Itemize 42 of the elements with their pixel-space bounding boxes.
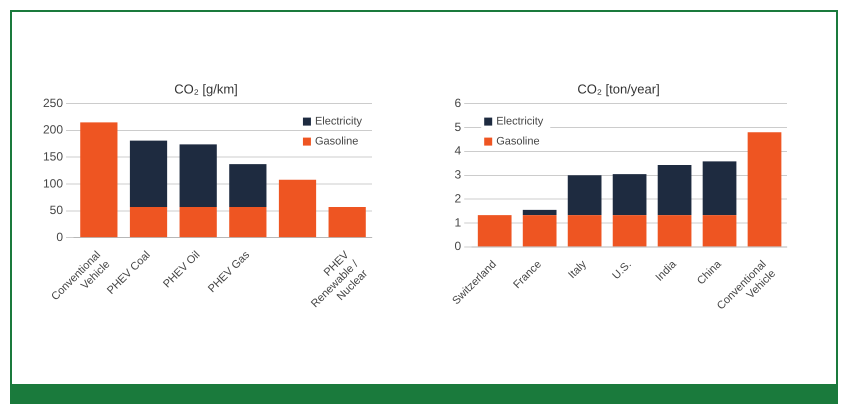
bar <box>522 215 557 246</box>
bar <box>658 164 692 216</box>
bar <box>130 207 168 238</box>
bar <box>80 122 118 238</box>
y-tick-label: 2 <box>454 191 462 206</box>
y-tick-label: 250 <box>42 96 64 110</box>
bar <box>612 174 646 216</box>
y-tick-label: 1 <box>454 215 462 230</box>
legend-label: Gasoline <box>314 136 358 148</box>
bar <box>702 161 736 216</box>
y-tick-label: 3 <box>454 168 462 182</box>
bar <box>702 215 736 246</box>
bar <box>328 207 366 238</box>
legend-label: Gasoline <box>496 136 540 148</box>
bar <box>658 215 692 246</box>
bar <box>522 210 557 216</box>
y-tick-label: 50 <box>50 203 64 218</box>
x-tick-label: U.S. <box>610 258 634 282</box>
chart-title: CO₂ [ton/year] <box>577 81 660 96</box>
x-tick-label: Italy <box>566 258 590 282</box>
bar <box>130 140 168 208</box>
y-tick-label: 200 <box>42 122 64 137</box>
y-tick-label: 5 <box>454 120 462 134</box>
bar <box>568 215 602 246</box>
bar <box>180 144 217 208</box>
bar <box>568 175 602 216</box>
y-tick-label: 6 <box>454 96 462 110</box>
y-tick-label: 0 <box>56 230 64 244</box>
y-tick-label: 100 <box>42 176 64 190</box>
bar <box>229 164 266 208</box>
bar <box>180 207 217 238</box>
legend-label: Electricity <box>496 116 544 128</box>
y-tick-label: 0 <box>454 239 462 254</box>
legend-label: Electricity <box>314 116 362 128</box>
bar <box>748 132 782 246</box>
bar <box>612 215 646 246</box>
bar <box>278 180 316 238</box>
bar <box>229 207 266 238</box>
y-tick-label: 4 <box>454 144 462 158</box>
bar <box>478 215 512 246</box>
y-tick-label: 150 <box>42 150 64 164</box>
chart-title: CO₂ [g/km] <box>174 81 238 96</box>
